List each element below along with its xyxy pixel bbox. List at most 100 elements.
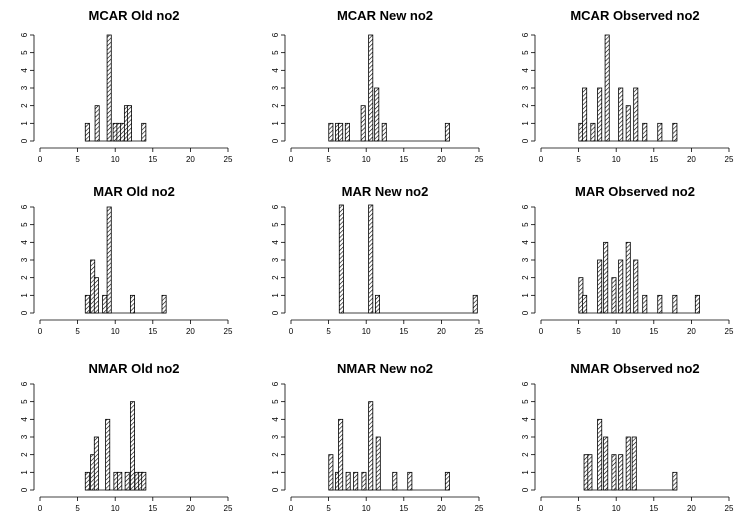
y-tick-label: 6: [20, 204, 29, 209]
x-tick-label: 15: [148, 155, 157, 164]
histogram-bar: [694, 294, 700, 314]
histogram-bar: [633, 87, 639, 142]
y-tick-label: 4: [20, 68, 29, 73]
x-tick-label: 15: [399, 155, 408, 164]
x-tick-label: 20: [687, 327, 696, 336]
histogram-bar: [374, 87, 380, 142]
y-tick-label: 1: [521, 470, 530, 475]
x-tick-label: 15: [649, 155, 658, 164]
histogram-panel: MAR Observed no2 0 1 2 3 4 5 6 0 5 10 15 20 25: [521, 184, 734, 336]
y-tick-label: 5: [521, 50, 530, 55]
histogram-bar: [129, 294, 135, 314]
histogram-bar: [603, 436, 609, 491]
y-tick-label: 1: [521, 293, 530, 298]
histogram-bar: [345, 471, 351, 491]
histogram-bar: [657, 122, 663, 142]
histogram-bar: [381, 122, 387, 142]
histogram-bar: [105, 418, 111, 491]
histogram-bar: [375, 436, 381, 491]
x-tick-label: 5: [326, 327, 331, 336]
y-tick-label: 6: [271, 204, 280, 209]
x-tick-label: 10: [362, 504, 371, 513]
x-tick-label: 10: [612, 327, 621, 336]
y-tick-label: 2: [20, 103, 29, 108]
y-tick-label: 4: [521, 417, 530, 422]
histogram-bar: [672, 294, 678, 314]
panel-title: NMAR New no2: [337, 361, 433, 376]
x-tick-label: 5: [576, 504, 581, 513]
y-tick-label: 5: [20, 399, 29, 404]
x-tick-label: 0: [539, 327, 544, 336]
y-tick-label: 3: [20, 434, 29, 439]
histogram-bar: [618, 87, 624, 142]
x-tick-label: 20: [437, 504, 446, 513]
histogram-panel: NMAR New no2 0 1 2 3 4 5 6 0 5 10 15 20 25: [271, 361, 484, 513]
histogram-bar: [618, 454, 624, 491]
x-tick-label: 10: [612, 155, 621, 164]
x-tick-label: 20: [437, 327, 446, 336]
histogram-bar: [672, 122, 678, 142]
x-tick-label: 5: [576, 327, 581, 336]
x-tick-label: 0: [539, 155, 544, 164]
histogram-bar: [328, 454, 334, 491]
histogram-panel: MAR New no2 0 1 2 3 4 5 6 0 5 10 15 20 25: [271, 184, 484, 336]
histogram-bar: [618, 259, 624, 314]
y-tick-label: 1: [20, 293, 29, 298]
x-tick-label: 25: [224, 504, 233, 513]
histogram-bar: [161, 294, 167, 314]
y-tick-label: 3: [271, 434, 280, 439]
y-tick-label: 0: [271, 138, 280, 143]
histogram-bar: [604, 34, 610, 142]
histogram-bar: [444, 122, 450, 142]
histogram-bar: [368, 34, 374, 142]
x-tick-label: 15: [649, 327, 658, 336]
x-tick-label: 25: [224, 155, 233, 164]
y-tick-label: 6: [271, 32, 280, 37]
x-tick-label: 5: [75, 504, 80, 513]
histogram-bar: [141, 471, 147, 491]
y-tick-label: 1: [271, 470, 280, 475]
x-tick-label: 20: [186, 504, 195, 513]
histogram-bar: [106, 34, 112, 142]
y-tick-label: 5: [20, 222, 29, 227]
histogram-panel: MCAR Old no2 0 1 2 3 4 5 6 0 5 10 15 20 25: [20, 8, 233, 164]
histogram-bar: [642, 294, 648, 314]
y-tick-label: 5: [271, 222, 280, 227]
y-tick-label: 1: [271, 293, 280, 298]
histogram-bar: [106, 206, 112, 314]
x-tick-label: 0: [289, 155, 294, 164]
histogram-bar: [633, 259, 639, 314]
panel-title: MCAR Observed no2: [570, 8, 699, 23]
histogram-bar: [611, 277, 617, 314]
histogram-bar: [368, 204, 374, 314]
y-tick-label: 6: [271, 381, 280, 386]
histogram-bar: [353, 471, 359, 491]
histogram-bar: [102, 294, 108, 314]
histogram-bar: [344, 122, 350, 142]
y-tick-label: 4: [20, 417, 29, 422]
histogram-bar: [84, 122, 90, 142]
y-tick-label: 2: [271, 275, 280, 280]
histogram-bar: [582, 87, 588, 142]
x-tick-label: 10: [362, 327, 371, 336]
x-tick-label: 10: [111, 504, 120, 513]
x-tick-label: 10: [111, 155, 120, 164]
x-tick-label: 0: [289, 504, 294, 513]
x-tick-label: 5: [75, 327, 80, 336]
x-tick-label: 0: [38, 155, 43, 164]
y-tick-label: 6: [521, 32, 530, 37]
y-tick-label: 3: [521, 257, 530, 262]
histogram-bar: [129, 401, 135, 491]
x-tick-label: 25: [475, 504, 484, 513]
y-tick-label: 2: [521, 452, 530, 457]
histogram-bar: [407, 471, 413, 491]
y-tick-label: 3: [20, 85, 29, 90]
x-tick-label: 5: [326, 155, 331, 164]
y-tick-label: 0: [271, 487, 280, 492]
panel-title: MAR New no2: [342, 184, 429, 199]
histogram-bar: [590, 122, 596, 142]
y-tick-label: 0: [521, 310, 530, 315]
x-tick-label: 0: [38, 504, 43, 513]
histogram-bar: [625, 241, 631, 314]
